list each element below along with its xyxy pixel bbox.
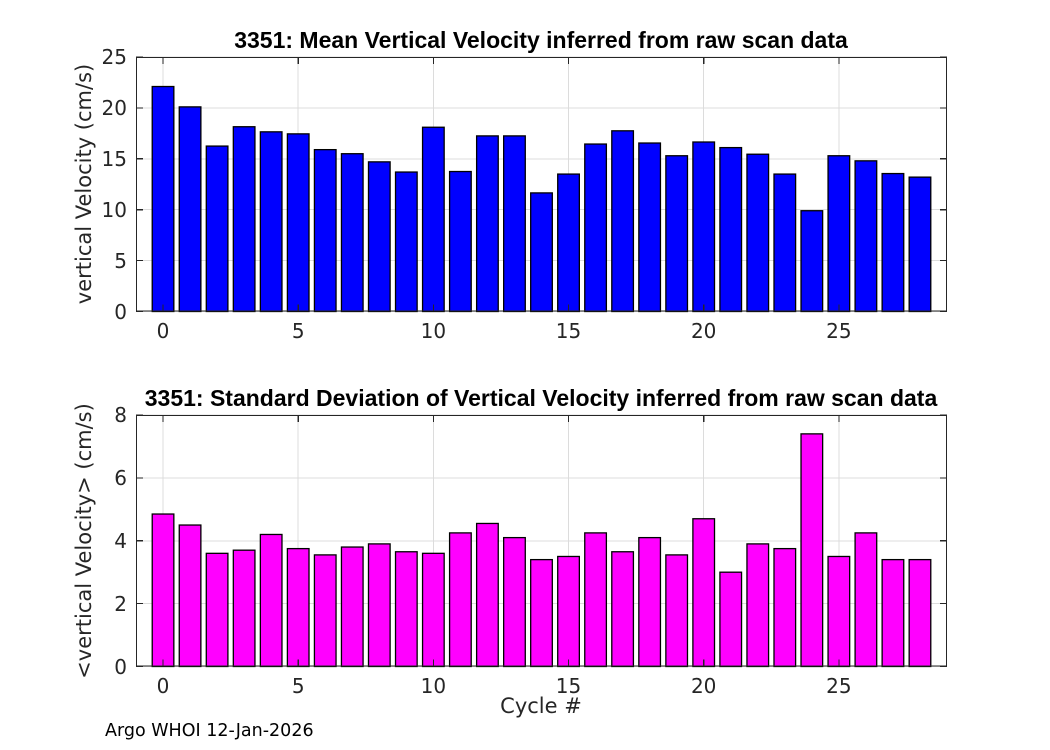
bar-cycle-19: [665, 554, 689, 668]
x-tick-label: 0: [156, 673, 170, 698]
bar-cycle-15: [557, 555, 580, 668]
bar-cycle-17: [611, 130, 635, 313]
bar-cycle-11: [448, 170, 472, 313]
x-axis-label: Cycle #: [500, 694, 582, 718]
bar-cycle-0: [151, 85, 175, 313]
bar-cycle-26: [854, 532, 878, 668]
bar-cycle-27: [881, 558, 905, 668]
bar-cycle-28: [908, 558, 932, 668]
mean-vertical-velocity-chart: [135, 56, 948, 313]
x-tick-label: 20: [690, 673, 717, 698]
bar-cycle-7: [340, 546, 364, 668]
bar-cycle-14: [530, 192, 553, 313]
bar-cycle-1: [178, 106, 202, 313]
bar-cycle-9: [394, 551, 418, 668]
bar-cycle-8: [367, 543, 391, 668]
bar-cycle-2: [205, 145, 229, 313]
y-tick-label: 20: [101, 95, 127, 120]
bar-cycle-10: [421, 552, 445, 668]
x-tick-label: 0: [156, 318, 170, 343]
x-tick-label: 15: [555, 318, 582, 343]
bar-cycle-23: [773, 547, 797, 668]
axes-frame: [135, 56, 948, 312]
bar-cycle-16: [584, 532, 608, 668]
x-tick-label: 25: [826, 673, 852, 698]
bar-cycle-3: [232, 126, 256, 313]
bar-cycle-4: [259, 131, 283, 313]
bar-cycle-11: [448, 532, 472, 668]
y-tick-label: 5: [114, 248, 127, 273]
bar-cycle-16: [584, 143, 608, 313]
y-tick-label: 0: [114, 654, 127, 679]
std-vertical-velocity-chart: [135, 414, 948, 668]
bar-cycle-18: [638, 142, 662, 313]
y-tick-label: 25: [101, 45, 127, 69]
bar-cycle-20: [692, 518, 716, 668]
bar-cycle-8: [367, 161, 391, 313]
bar-cycle-14: [530, 558, 553, 668]
bar-cycle-4: [259, 533, 283, 668]
bar-cycle-2: [205, 552, 229, 668]
bar-cycle-18: [638, 536, 662, 668]
bar-cycle-12: [475, 135, 499, 313]
x-tick-label: 5: [291, 673, 305, 698]
bar-cycle-21: [719, 571, 743, 668]
bar-cycle-6: [313, 554, 337, 668]
std-chart-title: 3351: Standard Deviation of Vertical Vel…: [144, 385, 938, 411]
bar-cycle-22: [746, 153, 770, 313]
bar-cycle-1: [178, 524, 202, 668]
y-tick-label: 6: [114, 465, 127, 490]
bar-cycle-24: [800, 210, 824, 313]
y-tick-label: 2: [114, 591, 127, 616]
bar-cycle-26: [854, 160, 878, 313]
bar-cycle-13: [503, 135, 526, 313]
bar-cycle-22: [746, 543, 770, 668]
bar-cycle-13: [503, 536, 526, 668]
bar-cycle-20: [692, 141, 716, 313]
bar-cycle-23: [773, 173, 797, 313]
bar-cycle-9: [394, 171, 418, 313]
x-tick-label: 20: [690, 318, 717, 343]
x-tick-label: 5: [291, 318, 305, 343]
x-tick-label: 25: [826, 318, 852, 343]
y-tick-label: 15: [101, 146, 127, 171]
bar-cycle-27: [881, 172, 905, 313]
bar-cycle-12: [475, 522, 499, 668]
x-tick-label: 10: [420, 673, 447, 698]
y-tick-label: 4: [114, 528, 127, 553]
bar-cycle-10: [421, 126, 445, 313]
bar-cycle-25: [827, 555, 851, 668]
bar-cycle-5: [286, 133, 310, 313]
bar-cycle-5: [286, 547, 310, 668]
bar-cycle-25: [827, 155, 851, 313]
x-tick-label: 15: [555, 673, 582, 698]
x-tick-label: 10: [420, 318, 447, 343]
bar-cycle-3: [232, 549, 256, 668]
bar-cycle-15: [557, 173, 580, 313]
bar-cycle-19: [665, 155, 689, 313]
bar-cycle-6: [313, 148, 337, 313]
figure-footer: Argo WHOI 12-Jan-2026: [105, 721, 314, 741]
bar-cycle-7: [340, 153, 364, 313]
bar-cycle-21: [719, 146, 743, 313]
bar-cycle-0: [151, 513, 175, 668]
mean-chart-title: 3351: Mean Vertical Velocity inferred fr…: [234, 27, 848, 53]
y-tick-label: 10: [101, 197, 127, 222]
bar-cycle-17: [611, 551, 635, 668]
bar-cycle-24: [800, 433, 824, 668]
y-tick-label: 8: [114, 403, 127, 427]
bar-cycle-28: [908, 176, 932, 313]
y-tick-label: 0: [114, 299, 127, 324]
